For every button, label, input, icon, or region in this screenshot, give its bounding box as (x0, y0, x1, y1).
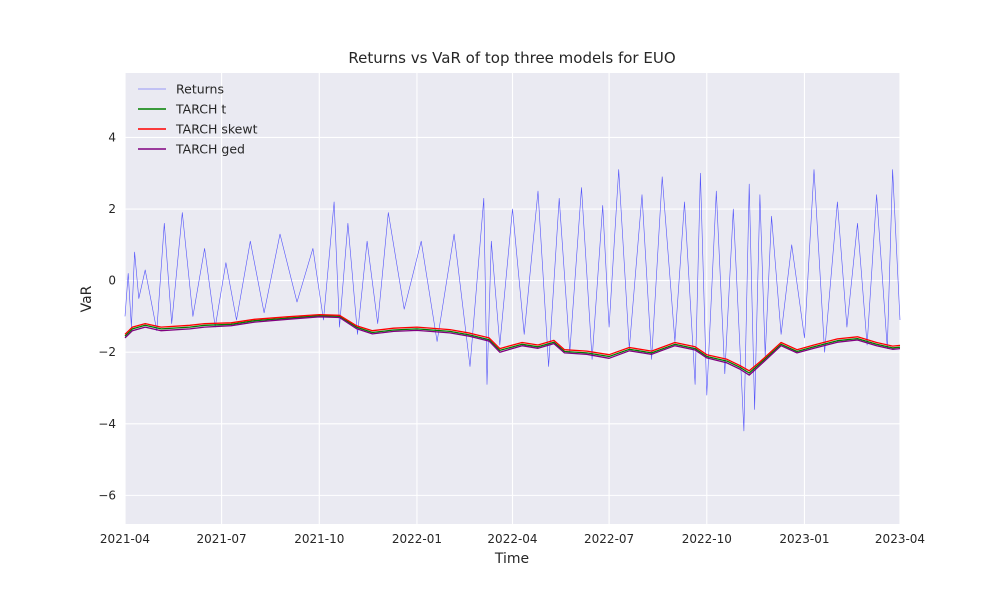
y-tick-label: −6 (98, 488, 116, 502)
legend-label: TARCH ged (175, 142, 245, 157)
legend-label: TARCH skewt (175, 122, 258, 137)
chart-title: Returns vs VaR of top three models for E… (348, 49, 675, 67)
x-tick-labels: 2021-04 2021-07 2021-10 2022-01 2022-04 2022-… (100, 532, 925, 546)
x-tick-label: 2022-04 (487, 532, 537, 546)
grid-lines (124, 73, 901, 524)
x-tick-label: 2021-04 (100, 532, 150, 546)
legend: Returns TARCH t TARCH skewt TARCH ged (138, 82, 258, 157)
x-tick-label: 2021-07 (197, 532, 247, 546)
series-line-tarch-ged (124, 316, 901, 376)
y-tick-label: 2 (108, 202, 116, 216)
x-tick-label: 2023-01 (779, 532, 829, 546)
series-line-tarch-t (124, 315, 901, 374)
y-tick-label: −2 (98, 345, 116, 359)
x-tick-label: 2021-10 (294, 532, 344, 546)
x-axis-label: Time (494, 551, 529, 567)
legend-label: TARCH t (175, 102, 226, 117)
x-tick-label: 2023-04 (875, 532, 925, 546)
y-tick-labels: −6 −4 −2 0 2 4 (98, 130, 116, 502)
series-line-returns (124, 169, 901, 432)
x-tick-label: 2022-07 (584, 532, 634, 546)
legend-label: Returns (176, 82, 224, 97)
x-tick-label: 2022-01 (392, 532, 442, 546)
series-layer (124, 169, 901, 432)
x-tick-label: 2022-10 (682, 532, 732, 546)
series-line-tarch-skewt (124, 313, 901, 372)
y-tick-label: −4 (98, 417, 116, 431)
y-axis-label: VaR (79, 285, 95, 312)
y-tick-label: 4 (108, 130, 116, 144)
y-tick-label: 0 (108, 274, 116, 288)
